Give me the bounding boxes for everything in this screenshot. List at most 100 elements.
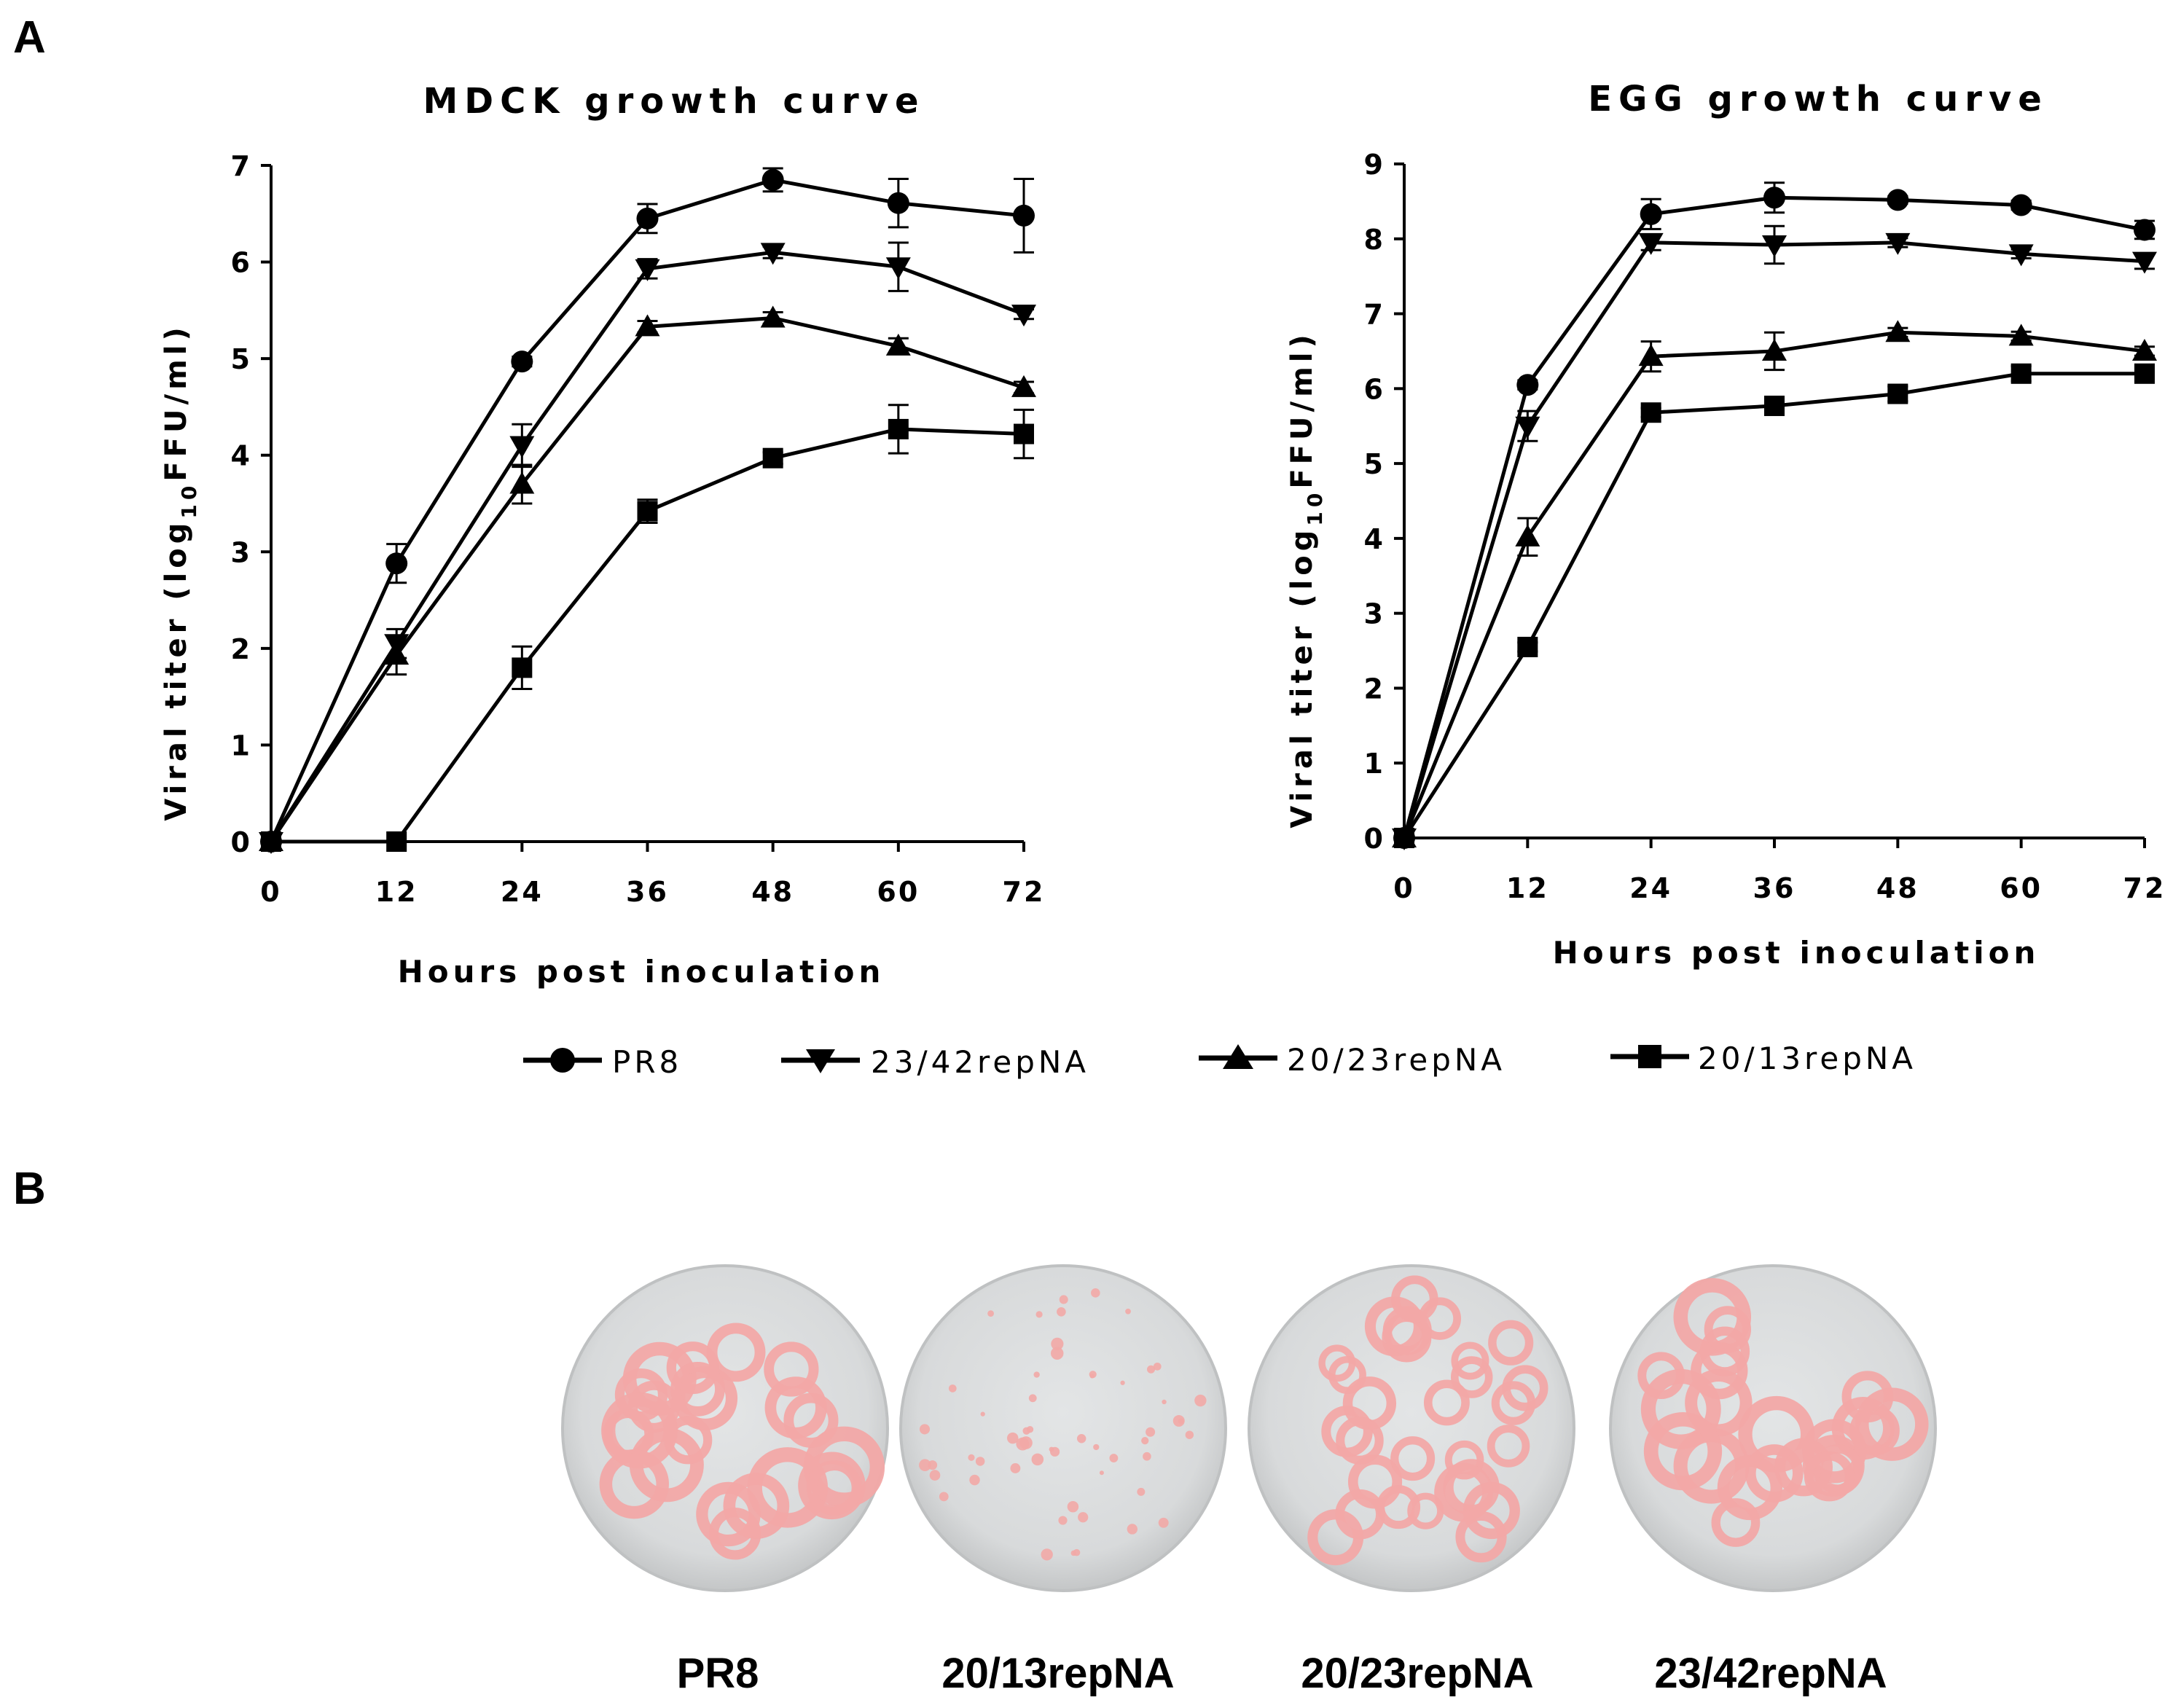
plate-label-20-23repna: 20/23repNA xyxy=(1301,1650,1533,1697)
mdck-point-circle xyxy=(1013,204,1035,227)
plaque-ring xyxy=(1451,1341,1489,1380)
plaque-dot xyxy=(1127,1524,1138,1535)
mdck-growth-chart: MDCK growth curve Viral titer (log10FFU/… xyxy=(160,81,1043,990)
mdck-point-square xyxy=(762,447,783,469)
plaque-dot xyxy=(1057,1307,1066,1317)
plaque-dot xyxy=(1051,1347,1064,1360)
plaque-ring xyxy=(764,1376,827,1439)
plaque-ring xyxy=(1643,1411,1723,1491)
mdck-y-tick-label: 1 xyxy=(231,729,252,761)
plate-label-20-13repna: 20/13repNA xyxy=(941,1650,1174,1697)
plaque-dot xyxy=(1146,1427,1156,1437)
legend-label-23-42repna: 23/42repNA xyxy=(871,1044,1089,1080)
mdck-point-triangle-up xyxy=(1011,375,1036,397)
egg-y-tick-label: 3 xyxy=(1364,598,1385,630)
plaque-ring xyxy=(723,1473,790,1539)
mdck-y-tick-label: 3 xyxy=(231,536,252,568)
egg-point-triangle-down xyxy=(2132,251,2157,274)
plate-label-23-42repna: 23/42repNA xyxy=(1654,1650,1887,1697)
plaque-ring xyxy=(1802,1419,1867,1484)
mdck-point-triangle-down xyxy=(885,257,911,280)
plaque-ring xyxy=(706,1323,766,1382)
plaque-dot xyxy=(1058,1516,1068,1525)
plaque-ring xyxy=(1390,1436,1436,1481)
plaque-dot xyxy=(1019,1436,1033,1449)
plaque-dot xyxy=(1109,1454,1119,1462)
egg-y-tick-label: 4 xyxy=(1364,523,1385,555)
mdck-point-triangle-down xyxy=(509,436,535,458)
plaque-dot xyxy=(1153,1362,1162,1371)
plaque-ring xyxy=(1640,1368,1721,1449)
egg-y-axis-label: Viral titer (log10FFU/ml) xyxy=(1285,330,1327,828)
plaque-dot xyxy=(1041,1548,1053,1561)
mdck-x-axis-label: Hours post inoculation xyxy=(398,954,885,990)
mdck-point-circle xyxy=(385,552,408,575)
panel-label-a: A xyxy=(13,12,46,63)
plaque-ring xyxy=(1711,1498,1761,1547)
plaque-dot xyxy=(1033,1371,1040,1378)
egg-point-triangle-up xyxy=(1638,344,1664,367)
plaque-ring xyxy=(1813,1444,1863,1494)
egg-chart-title: EGG growth curve xyxy=(1588,79,2048,120)
legend-item-20-13repna: 20/13repNA xyxy=(1610,1041,1913,1076)
plaque-dot xyxy=(980,1411,985,1417)
egg-point-square xyxy=(1887,383,1908,404)
plaque-ring xyxy=(1336,1417,1384,1465)
plaque-ring xyxy=(1318,1344,1356,1382)
egg-series-20-23repna xyxy=(1392,320,2157,847)
egg-x-tick-label: 24 xyxy=(1629,872,1672,904)
mdck-point-triangle-down xyxy=(760,243,786,265)
mdck-x-tick-label: 60 xyxy=(877,876,920,908)
egg-y-tick-label: 5 xyxy=(1364,448,1385,480)
mdck-x-tick-label: 36 xyxy=(626,876,669,908)
mdck-point-triangle-up xyxy=(885,333,911,356)
egg-point-triangle-down xyxy=(2008,244,2034,267)
plaque-ring xyxy=(1450,1356,1493,1398)
plaque-dot xyxy=(1059,1295,1068,1304)
mdck-x-tick-label: 0 xyxy=(260,876,281,908)
plaque-ring xyxy=(1423,1379,1470,1426)
panel-label-b: B xyxy=(13,1164,46,1214)
egg-x-tick-label: 60 xyxy=(2000,872,2043,904)
plaque-ring xyxy=(696,1481,761,1547)
plaque-ring xyxy=(1444,1440,1484,1480)
plaque-ring xyxy=(601,1392,678,1469)
plaque-ring xyxy=(783,1392,839,1448)
plaque-dot xyxy=(1022,1427,1030,1435)
egg-y-tick-label: 0 xyxy=(1364,823,1385,855)
plaque-dot xyxy=(1067,1501,1079,1513)
mdck-point-circle xyxy=(887,192,909,214)
egg-y-tick-label: 1 xyxy=(1364,748,1385,780)
mdck-y-tick-label: 4 xyxy=(231,440,252,472)
plaque-ring xyxy=(1407,1492,1444,1529)
egg-point-triangle-up xyxy=(1762,338,1787,361)
plaque-plates: PR8 20/13repNA 20/23repNA 23/42repNA xyxy=(561,1264,1937,1697)
mdck-point-square xyxy=(888,418,909,439)
legend-marker-square xyxy=(1638,1045,1661,1068)
plaque-ring xyxy=(1307,1509,1364,1566)
plaque-dot xyxy=(1162,1399,1167,1405)
mdck-point-triangle-up xyxy=(760,305,786,328)
plaque-dot xyxy=(929,1470,941,1481)
egg-point-triangle-down xyxy=(1762,235,1787,257)
plaque-dot xyxy=(968,1454,975,1461)
plaque-ring xyxy=(670,1362,725,1417)
plaque-ring xyxy=(764,1341,819,1397)
legend-item-20-23repna: 20/23repNA xyxy=(1199,1042,1502,1078)
egg-point-circle xyxy=(1763,187,1785,209)
plaque-ring xyxy=(1487,1425,1530,1468)
plaque-dot xyxy=(919,1424,931,1435)
egg-y-tick-label: 8 xyxy=(1364,224,1385,256)
plaque-dot xyxy=(1120,1380,1125,1385)
legend-marker-circle xyxy=(550,1048,575,1073)
egg-point-triangle-down xyxy=(1638,232,1664,255)
egg-point-square xyxy=(1640,402,1661,423)
mdck-point-triangle-down xyxy=(1011,305,1036,327)
plate-23-42repna: 23/42repNA xyxy=(1609,1264,1937,1697)
plaque-ring xyxy=(1745,1444,1804,1503)
plaque-dot xyxy=(1028,1394,1037,1403)
plaque-ring xyxy=(1391,1275,1438,1323)
